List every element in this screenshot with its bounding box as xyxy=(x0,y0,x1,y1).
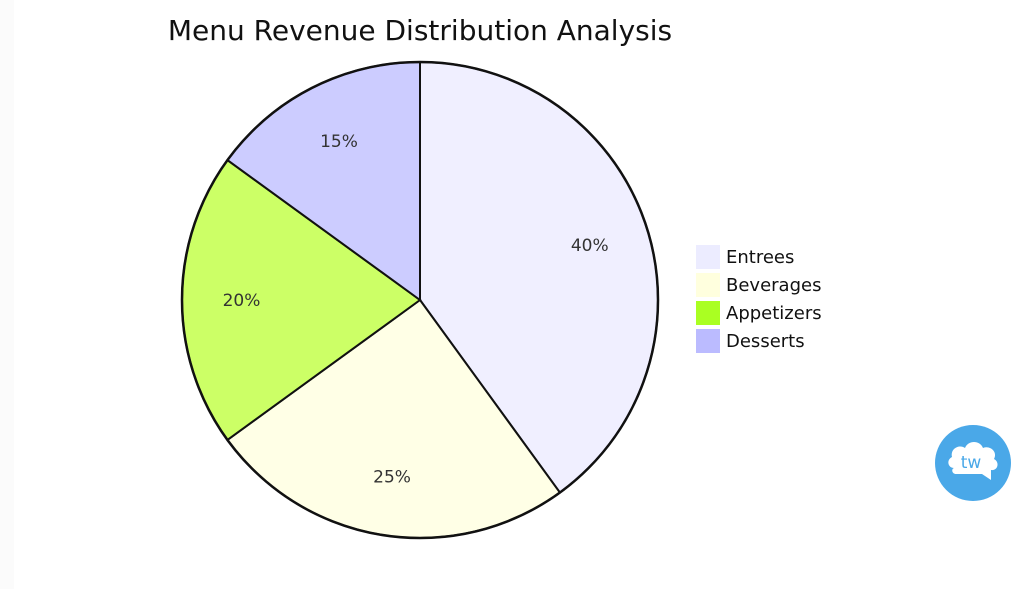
badge-text: tw xyxy=(961,453,982,473)
pie-slice-label-beverages: 25% xyxy=(373,467,411,487)
legend-label: Entrees xyxy=(726,246,795,268)
pie-slice-label-appetizers: 20% xyxy=(223,291,261,311)
left-margin-strip xyxy=(0,0,14,589)
legend-swatch xyxy=(696,329,720,353)
pie-slice-labels: 40% 25% 20% 15% xyxy=(223,132,609,487)
legend-label: Beverages xyxy=(726,274,822,296)
brand-badge-icon[interactable]: tw xyxy=(934,424,1012,502)
legend-item-desserts: Desserts xyxy=(696,327,822,355)
pie-slices xyxy=(180,60,660,540)
legend-item-appetizers: Appetizers xyxy=(696,299,822,327)
legend-swatch xyxy=(696,273,720,297)
legend-item-beverages: Beverages xyxy=(696,271,822,299)
pie-slice-label-entrees: 40% xyxy=(571,236,609,256)
pie-slice-label-desserts: 15% xyxy=(320,132,358,152)
legend-swatch xyxy=(696,301,720,325)
legend-item-entrees: Entrees xyxy=(696,243,822,271)
pie-outline xyxy=(180,60,660,540)
chart-title: Menu Revenue Distribution Analysis xyxy=(167,14,673,47)
legend-swatch xyxy=(696,245,720,269)
legend-label: Desserts xyxy=(726,330,805,352)
chart-legend: Entrees Beverages Appetizers Desserts xyxy=(696,243,822,355)
legend-label: Appetizers xyxy=(726,302,822,324)
